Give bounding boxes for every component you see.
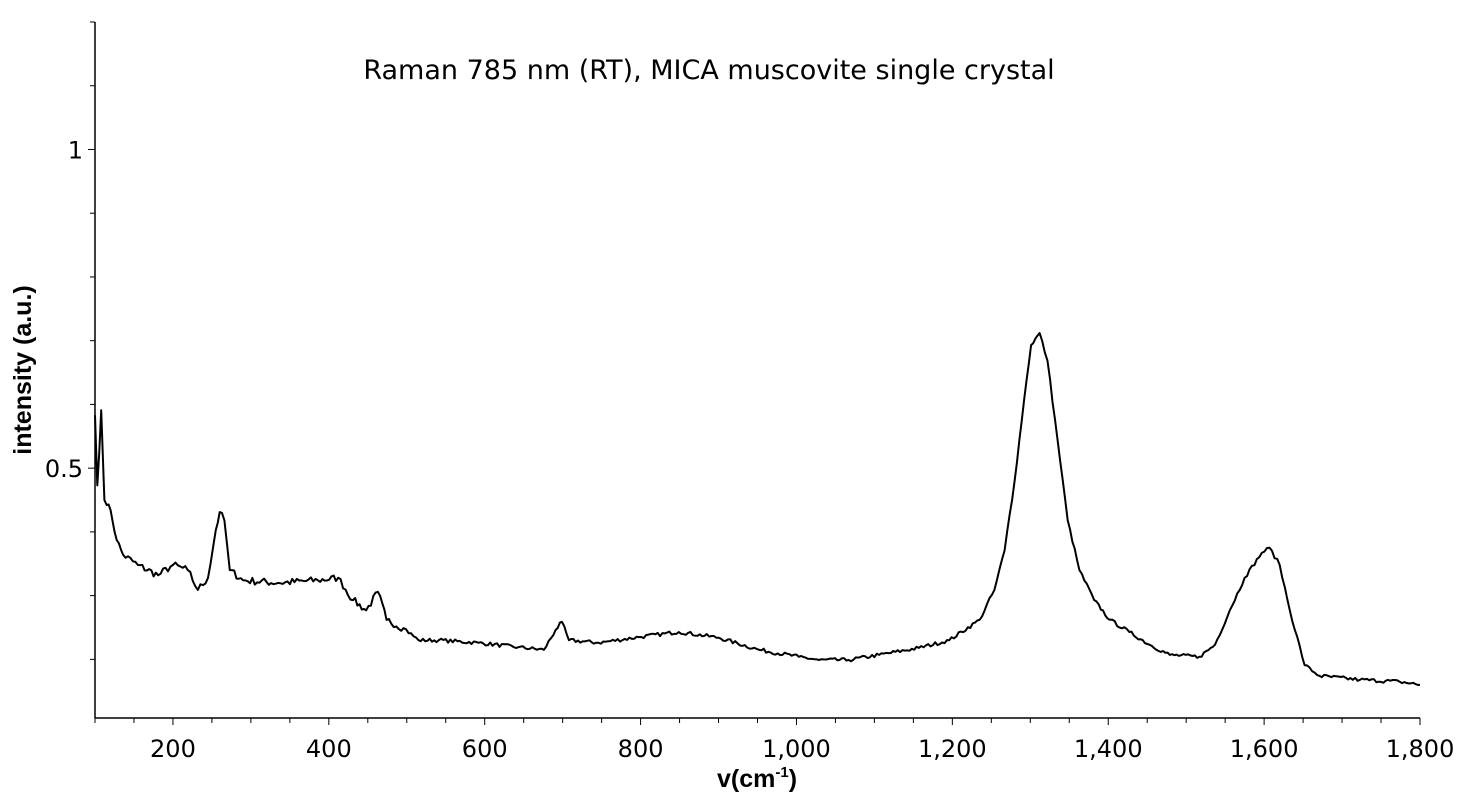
x-tick-label: 1,000 — [762, 735, 831, 763]
x-tick-label: 1,800 — [1386, 735, 1455, 763]
axes: 200 400 600 800 1,000 1,200 1,400 1,600 1,800 0.5… — [45, 21, 1455, 763]
x-tick-label: 1,600 — [1230, 735, 1299, 763]
y-axis-label: intensity (a.u.) — [9, 285, 37, 454]
series-line — [94, 332, 1420, 686]
x-axis-label-suffix: ) — [789, 765, 797, 793]
x-axis-label-sup: -1 — [775, 764, 788, 781]
x-tick-label: 600 — [462, 735, 508, 763]
x-tick-label: 400 — [306, 735, 352, 763]
x-tick-label: 1,200 — [918, 735, 987, 763]
y-tick-label: 1 — [68, 136, 83, 164]
chart-title: Raman 785 nm (RT), MICA muscovite single… — [363, 55, 1054, 86]
x-axis-label-main: v(cm — [717, 765, 775, 793]
x-tick-label: 800 — [618, 735, 664, 763]
x-axis-label: v(cm-1) — [717, 764, 797, 793]
x-tick-label: 200 — [150, 735, 196, 763]
x-tick-label: 1,400 — [1074, 735, 1143, 763]
y-tick-label: 0.5 — [45, 455, 83, 483]
